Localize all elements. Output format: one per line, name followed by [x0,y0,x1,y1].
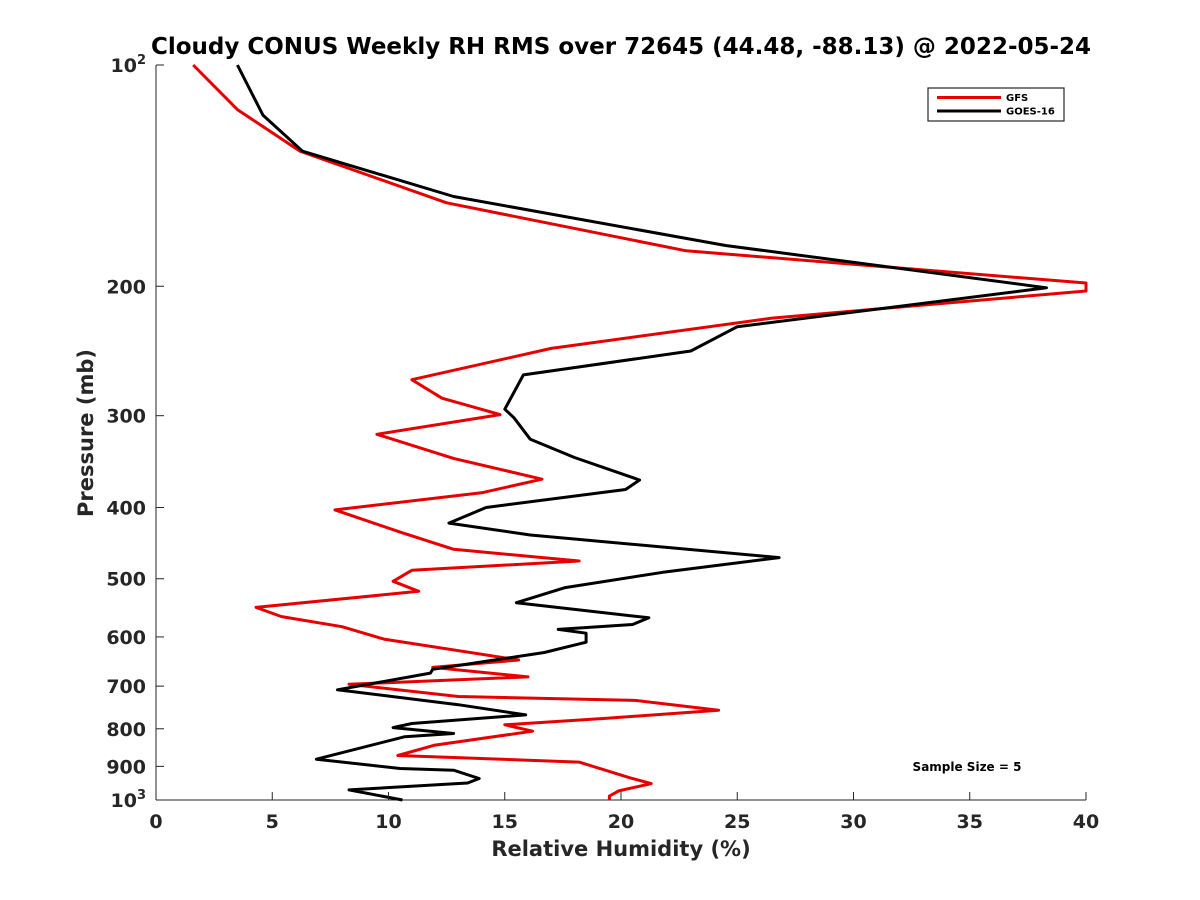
y-axis-label: Pressure (mb) [74,349,98,517]
y-tick-label: 103 [111,788,147,812]
y-axis-ticks: 102 200 300 400 500 600 700 800 900 103 [106,53,164,812]
x-axis-label: Relative Humidity (%) [491,837,750,861]
series-layer [192,63,1088,802]
y-tick-label: 700 [106,676,146,698]
x-tick-label: 5 [266,811,279,833]
legend: GFS GOES-16 [927,87,1065,122]
legend-label-goes16: GOES-16 [1006,107,1055,118]
x-tick-label: 20 [608,811,634,833]
x-tick-label: 30 [840,811,866,833]
x-tick-label: 35 [957,811,983,833]
chart-title: Cloudy CONUS Weekly RH RMS over 72645 (4… [151,34,1091,60]
x-tick-label: 0 [149,811,162,833]
y-tick-label: 300 [106,406,146,428]
series-line-gfs [192,63,1088,800]
y-tick-label: 500 [106,569,146,591]
y-tick-label: 400 [106,498,146,520]
series-line-goes-16 [236,64,1048,802]
y-tick-label: 200 [106,276,146,298]
y-tick-label: 800 [106,719,146,741]
plot-area: 0 5 10 15 20 25 30 35 40 102 200 300 400 500 600 700 80… [106,53,1099,833]
x-tick-label: 40 [1073,811,1099,833]
x-tick-label: 15 [492,811,518,833]
y-tick-label: 600 [106,627,146,649]
y-tick-label: 900 [106,756,146,778]
legend-label-gfs: GFS [1006,93,1028,104]
x-axis-ticks: 0 5 10 15 20 25 30 35 40 [149,792,1099,833]
x-tick-label: 10 [375,811,401,833]
sample-size-annotation: Sample Size = 5 [913,760,1022,774]
legend-box [927,87,1065,122]
x-tick-label: 25 [724,811,750,833]
y-tick-label: 102 [111,53,147,77]
